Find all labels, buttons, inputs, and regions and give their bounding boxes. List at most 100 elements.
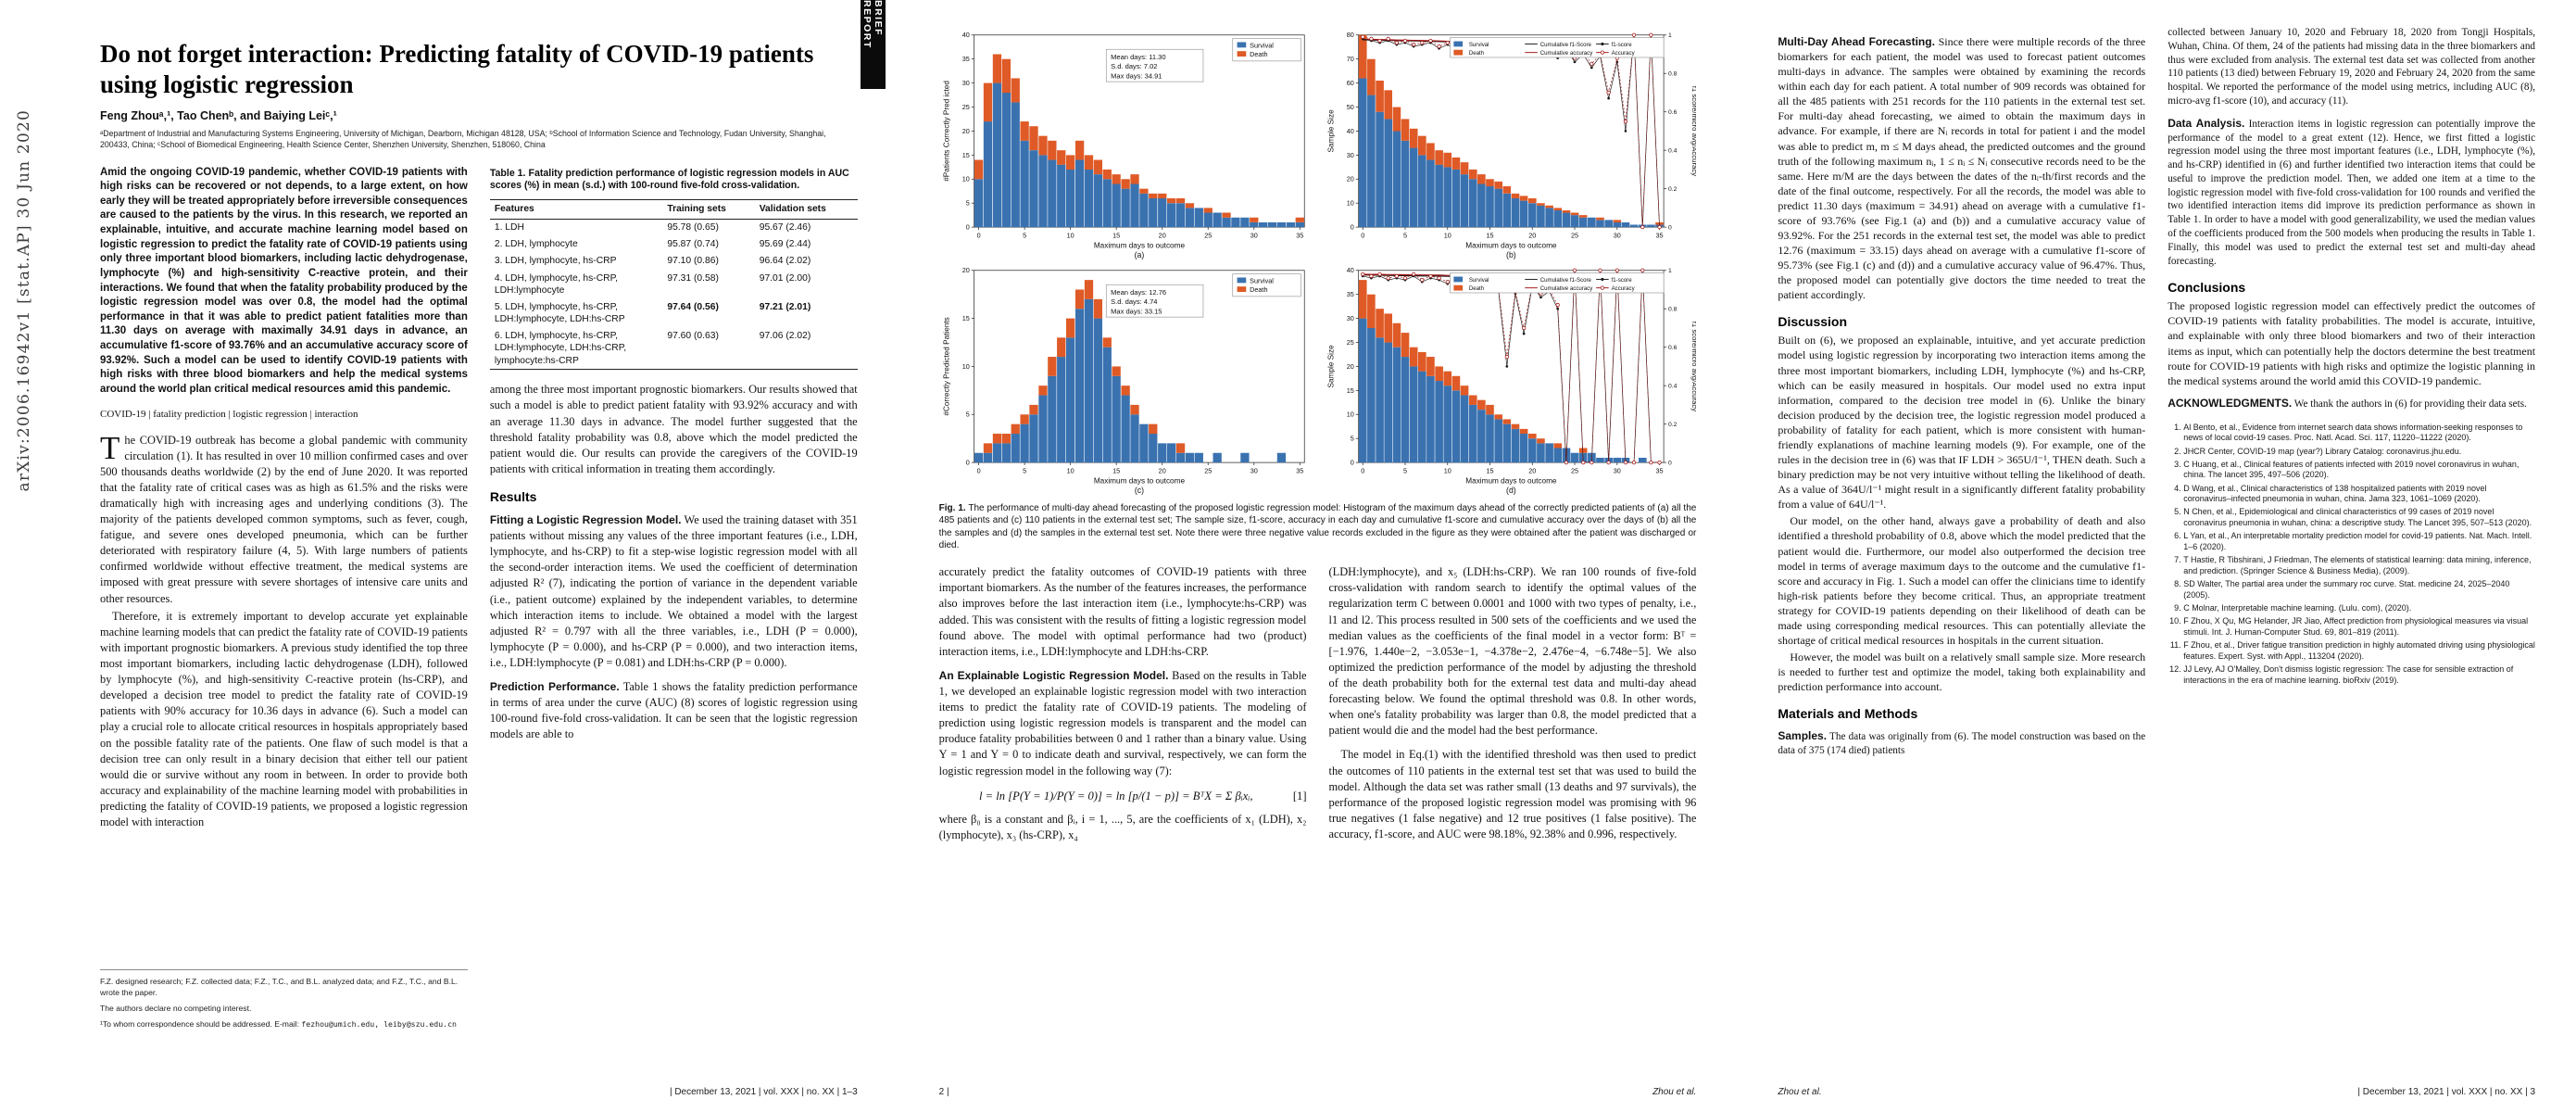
svg-text:20: 20: [961, 266, 969, 274]
svg-text:25: 25: [1346, 338, 1353, 347]
svg-text:Survival: Survival: [1250, 41, 1274, 49]
svg-text:f1-score: f1-score: [1611, 277, 1632, 284]
correspondence-emails[interactable]: fezhou@umich.edu, leiby@szu.edu.cn: [301, 1018, 457, 1029]
svg-text:0: 0: [1361, 467, 1364, 475]
prediction-text: Table 1 shows the fatality prediction pe…: [489, 680, 858, 741]
svg-text:Mean days: 11.30: Mean days: 11.30: [1111, 53, 1165, 61]
discussion-paragraph-3: However, the model was built on a relati…: [1778, 651, 2146, 694]
svg-text:20: 20: [1346, 362, 1353, 371]
svg-text:30: 30: [1250, 467, 1257, 475]
table-row: 2. LDH, lymphocyte 95.87 (0.74) 95.69 (2.4…: [490, 236, 858, 253]
column-header-features: Features: [489, 199, 663, 220]
page2-paragraph-3: (LDH:lymphocyte), and x₅ (LDH:hs-CRP). W…: [1328, 565, 1697, 738]
correspondence-text: ¹To whom correspondence should be addres…: [100, 1018, 299, 1029]
svg-text:10: 10: [961, 175, 969, 183]
svg-text:50: 50: [1346, 103, 1353, 111]
table-cell: 3. LDH, lymphocyte, hs-CRP: [494, 256, 617, 267]
svg-text:Accuracy: Accuracy: [1611, 285, 1635, 292]
table-cell: 97.21 (2.01): [759, 301, 811, 312]
footnote-block: F.Z. designed research; F.Z. collected d…: [100, 969, 468, 1034]
reference-item: Al Bento, et al., Evidence from internet…: [2183, 423, 2535, 444]
acknowledgments-paragraph: ACKNOWLEDGMENTS. We thank the authors in…: [2168, 397, 2535, 411]
table-caption: Table 1. Fatality prediction performance…: [490, 168, 858, 194]
svg-text:15: 15: [1486, 232, 1493, 240]
svg-text:S.d. days: 4.74: S.d. days: 4.74: [1111, 297, 1157, 306]
svg-text:Death: Death: [1468, 285, 1483, 292]
table-cell: 1. LDH: [494, 222, 524, 234]
prediction-paragraph: Prediction Performance. Table 1 shows th…: [490, 679, 858, 742]
svg-text:0.2: 0.2: [1667, 422, 1677, 428]
page2-footer: 2 | Zhou et al.: [939, 1087, 1697, 1097]
svg-text:Maximum days to outcome: Maximum days to outcome: [1094, 241, 1186, 249]
svg-text:30: 30: [1613, 232, 1620, 240]
svg-text:0.6: 0.6: [1667, 109, 1677, 116]
svg-text:0: 0: [976, 232, 980, 240]
page1-left-column: Amid the ongoing COVID-19 pandemic, whet…: [100, 166, 468, 1035]
figure-chart-b: 0 10 20 30 40 50 60 70 80 0 5 10 15 20 25 30 35 0 0.2 0.4 0.…: [1324, 28, 1699, 259]
fitting-paragraph: Fitting a Logistic Regression Model. We …: [490, 512, 858, 671]
fitting-run-in-heading: Fitting a Logistic Regression Model.: [489, 512, 682, 526]
svg-text:15: 15: [1346, 386, 1353, 395]
page2-paragraph-2: where β₀ is a constant and βᵢ, i = 1, ..…: [938, 812, 1307, 841]
svg-text:Sample Size: Sample Size: [1326, 109, 1335, 153]
svg-text:10: 10: [1443, 467, 1451, 475]
svg-text:Death: Death: [1468, 50, 1483, 57]
svg-text:Survival: Survival: [1468, 42, 1489, 48]
svg-text:f1 score/micro avg/Accuracy: f1 score/micro avg/Accuracy: [1690, 86, 1697, 176]
explainable-run-in-heading: An Explainable Logistic Regression Model…: [938, 668, 1169, 682]
svg-text:0: 0: [965, 459, 969, 467]
page1-footer-right: | December 13, 2021 | vol. XXX | no. XX …: [669, 1087, 858, 1097]
svg-text:40: 40: [1346, 266, 1353, 274]
performance-table: Features Training sets Validation sets 1…: [489, 199, 858, 371]
page-3: Multi-Day Ahead Forecasting. Since there…: [1737, 0, 2576, 1112]
prediction-run-in-heading: Prediction Performance.: [489, 680, 620, 694]
reference-item: L Yan, et al., An interpretable mortalit…: [2183, 531, 2535, 552]
svg-text:20: 20: [1158, 232, 1165, 240]
table-caption-text: Fatality prediction performance of logis…: [489, 167, 849, 192]
page3-left-column: Multi-Day Ahead Forecasting. Since there…: [1778, 26, 2145, 760]
abstract: Amid the ongoing COVID-19 pandemic, whet…: [100, 166, 468, 395]
svg-text:15: 15: [961, 314, 969, 322]
table-cell: 97.60 (0.63): [667, 331, 719, 342]
svg-text:60: 60: [1346, 79, 1353, 87]
table-cell: 97.10 (0.86): [667, 256, 719, 267]
svg-text:Maximum days to outcome: Maximum days to outcome: [1465, 476, 1557, 485]
table-header-row: Features Training sets Validation sets: [489, 199, 858, 220]
svg-text:35: 35: [1655, 467, 1663, 475]
svg-text:0.4: 0.4: [1667, 384, 1677, 390]
forecasting-run-in-heading: Multi-Day Ahead Forecasting.: [1778, 35, 1935, 48]
svg-text:25: 25: [1570, 232, 1577, 240]
svg-text:10: 10: [1066, 232, 1074, 240]
svg-text:(d): (d): [1506, 486, 1516, 495]
svg-text:10: 10: [1443, 232, 1451, 240]
discussion-heading: Discussion: [1778, 314, 1848, 330]
after-table-paragraph: among the three most important prognosti…: [489, 383, 858, 475]
svg-text:70: 70: [1346, 55, 1353, 63]
brief-report-label: BRIEF REPORT: [861, 0, 885, 49]
svg-text:15: 15: [1486, 467, 1493, 475]
svg-text:5: 5: [1023, 232, 1026, 240]
svg-text:80: 80: [1346, 31, 1353, 39]
table-row: 5. LDH, lymphocyte, hs-CRP, LDH:lymphocy…: [490, 298, 858, 327]
table-caption-label: Table 1.: [489, 167, 526, 179]
svg-text:10: 10: [1066, 467, 1074, 475]
performance-table-body: 1. LDH 95.78 (0.65) 95.67 (2.46) 2. LDH, ly…: [490, 219, 858, 370]
svg-text:10: 10: [1346, 411, 1353, 419]
page-1: BRIEF REPORT Do not forget interaction: …: [59, 0, 898, 1112]
fitting-text: We used the training dataset with 351 pa…: [489, 512, 858, 669]
svg-text:30: 30: [1346, 314, 1353, 322]
svg-text:10: 10: [1346, 199, 1353, 208]
competing-interest-statement: The authors declare no competing interes…: [100, 1003, 252, 1013]
column-header-training: Training sets: [662, 199, 755, 220]
svg-text:20: 20: [961, 127, 969, 135]
table-cell: 97.64 (0.56): [667, 301, 719, 312]
svg-text:0.8: 0.8: [1667, 71, 1677, 78]
svg-text:40: 40: [1346, 127, 1353, 135]
svg-text:Cumulative f1-Score: Cumulative f1-Score: [1539, 277, 1591, 284]
svg-text:25: 25: [1204, 232, 1212, 240]
table-cell: 5. LDH, lymphocyte, hs-CRP, LDH:lymphocy…: [494, 301, 625, 325]
reference-item: T Hastie, R Tibshirani, J Friedman, The …: [2183, 555, 2535, 576]
table-cell: 95.87 (0.74): [667, 239, 719, 250]
page2-paragraph-1: accurately predict the fatality outcomes…: [938, 565, 1307, 658]
svg-text:#Patients Correctly Pred icted: #Patients Correctly Pred icted: [942, 81, 950, 182]
